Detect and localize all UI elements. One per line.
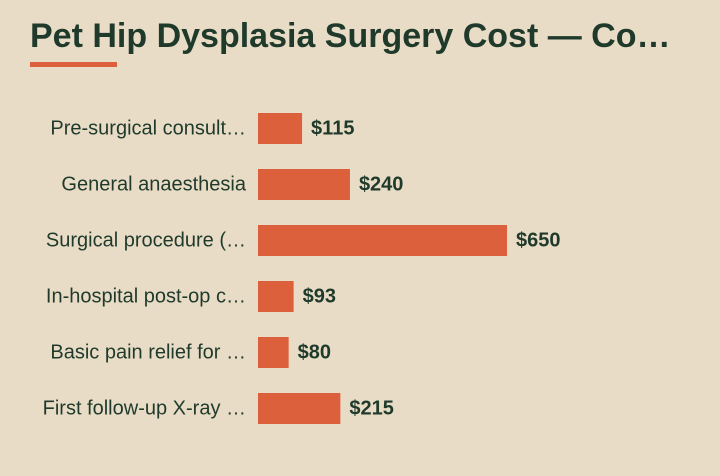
bar: [258, 225, 507, 256]
value-label: $115: [311, 118, 354, 140]
value-label: $650: [516, 230, 561, 252]
bar: [258, 113, 303, 144]
bar: [258, 281, 294, 312]
value-label: $93: [303, 286, 336, 308]
category-label: In-hospital post-op c…: [46, 286, 246, 308]
bar: [258, 393, 341, 424]
value-label: $215: [349, 398, 394, 420]
category-label: First follow-up X-ray …: [43, 398, 246, 420]
bar: [258, 169, 350, 200]
category-label: Surgical procedure (…: [46, 230, 246, 252]
title-underline: [30, 62, 117, 67]
category-label: General anaesthesia: [61, 174, 246, 196]
bars-group: Pre-surgical consult… $115 General anaesth…: [43, 113, 561, 424]
category-label: Basic pain relief for …: [50, 342, 246, 364]
value-label: $80: [298, 342, 331, 364]
category-label: Pre-surgical consult…: [50, 118, 246, 140]
bar: [258, 337, 289, 368]
value-label: $240: [359, 174, 404, 196]
